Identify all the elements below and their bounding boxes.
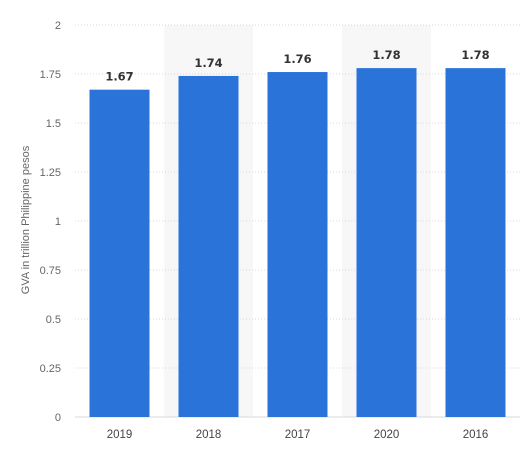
y-tick-label: 1.25: [40, 167, 61, 179]
y-tick-label: 1.5: [46, 118, 61, 130]
x-tick-label: 2017: [285, 429, 311, 441]
data-label-2016: 1.78: [461, 48, 489, 62]
bar-2020[interactable]: [356, 68, 417, 418]
x-tick-label: 2019: [107, 429, 133, 441]
y-tick-label: 0: [55, 412, 61, 424]
bar-2018[interactable]: [178, 75, 239, 418]
bar-2017[interactable]: [267, 72, 328, 417]
y-axis-title: GVA in trillion Philippine pesos: [20, 145, 32, 294]
bar-2019[interactable]: [89, 89, 150, 418]
y-tick-label: 0.25: [40, 363, 61, 375]
x-tick-label: 2020: [374, 429, 400, 441]
data-label-2018: 1.74: [194, 56, 222, 70]
data-label-2020: 1.78: [372, 48, 400, 62]
data-labels: 1.67 1.74 1.76 1.78 1.78: [105, 48, 489, 84]
x-tick-label: 2018: [196, 429, 222, 441]
y-tick-label: 1.75: [40, 69, 61, 81]
y-tick-label: 0.75: [40, 265, 61, 277]
data-label-2019: 1.67: [105, 70, 133, 84]
x-axis-ticks: 2019 2018 2017 2020 2016: [107, 429, 489, 441]
bar-2016[interactable]: [445, 68, 506, 418]
y-tick-label: 0.5: [46, 314, 61, 326]
y-axis-ticks: 0 0.25 0.5 0.75 1 1.25 1.5 1.75 2: [40, 20, 61, 424]
x-tick-label: 2016: [463, 429, 489, 441]
bars: [89, 68, 506, 418]
y-tick-label: 2: [55, 20, 61, 32]
y-tick-label: 1: [55, 216, 61, 228]
data-label-2017: 1.76: [283, 52, 311, 66]
